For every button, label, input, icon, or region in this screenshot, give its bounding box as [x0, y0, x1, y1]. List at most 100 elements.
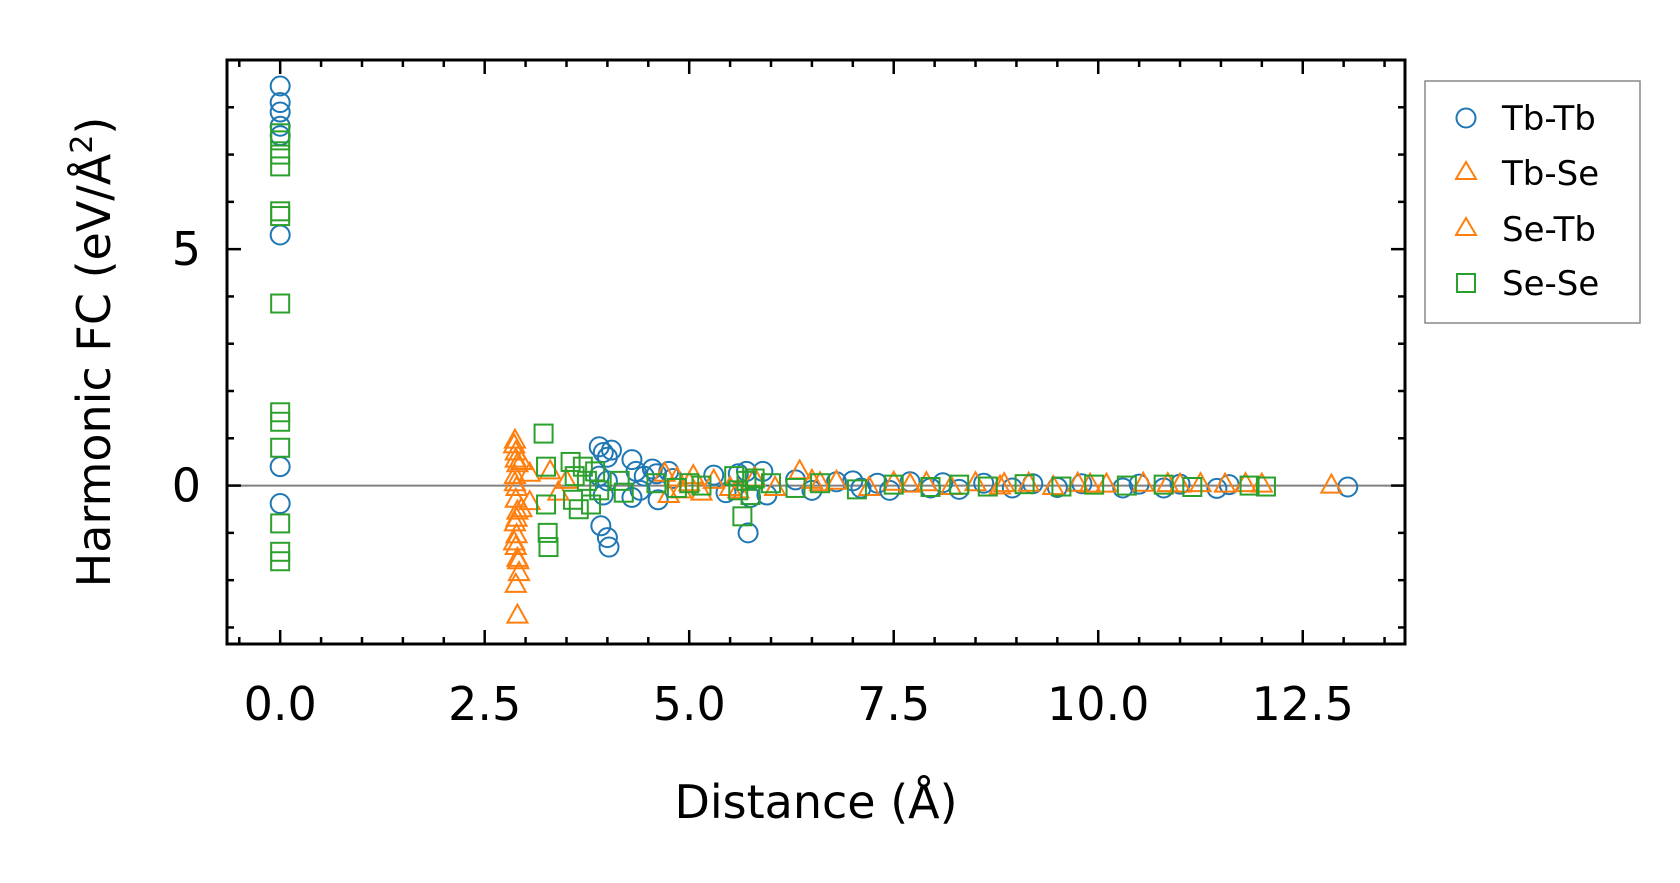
point-tb-se [517, 489, 542, 511]
point-se-tb [677, 470, 701, 492]
point-tb-se [503, 463, 527, 485]
point-tb-tb [596, 527, 618, 549]
point-se-se [949, 474, 970, 495]
point-se-tb [808, 470, 832, 492]
y-axis-label: Harmonic FC (eV/Å2) [65, 117, 121, 588]
point-tb-se [824, 468, 849, 490]
point-tb-tb [600, 439, 622, 461]
point-se-se [679, 473, 700, 494]
point-tb-se [505, 602, 530, 624]
point-tb-tb [629, 479, 651, 501]
point-se-se [537, 522, 558, 543]
legend-frame [1424, 80, 1641, 324]
point-se-se [1051, 476, 1072, 497]
point-tb-tb [737, 522, 759, 544]
point-se-se [560, 451, 581, 472]
x-tick-label: 12.5 [1252, 677, 1354, 731]
point-tb-tb [598, 536, 620, 558]
point-tb-tb [1337, 476, 1359, 498]
point-se-tb [504, 505, 529, 527]
point-se-se [270, 411, 291, 432]
point-se-se [613, 482, 634, 503]
point-se-se [691, 475, 712, 496]
legend-label: Se-Tb [1502, 210, 1596, 250]
point-tb-se [1094, 471, 1119, 493]
point-tb-tb [269, 224, 291, 246]
point-se-se [810, 473, 831, 494]
point-tb-se [702, 467, 726, 489]
point-se-se [1084, 474, 1105, 495]
point-se-tb [726, 477, 750, 499]
point-tb-se [1131, 470, 1155, 492]
point-se-se [270, 437, 291, 458]
x-tick-label: 7.5 [857, 677, 930, 731]
point-tb-tb [590, 515, 612, 537]
point-se-se [536, 456, 557, 477]
point-se-se [536, 494, 557, 515]
legend: Tb-Tb Tb-Se Se-Tb Se-Se [1424, 80, 1641, 324]
legend-square-marker [1456, 273, 1476, 293]
point-tb-tb [973, 472, 995, 494]
data-points [269, 75, 1359, 624]
x-axis-label: Distance (Å) [674, 775, 957, 829]
point-tb-tb [269, 456, 291, 478]
point-se-se [572, 456, 593, 477]
point-se-se [270, 293, 291, 314]
point-se-se [666, 477, 687, 498]
y-tick-label: 5 [172, 222, 201, 276]
point-tb-se [1319, 472, 1344, 494]
point-tb-tb [703, 464, 725, 486]
point-tb-tb [269, 101, 291, 123]
x-tick-label: 0.0 [244, 677, 317, 731]
point-tb-se [882, 469, 906, 491]
point-se-se [533, 423, 554, 444]
point-se-se [1239, 475, 1260, 496]
legend-label: Tb-Se [1501, 154, 1599, 194]
legend-item-tb-tb: Tb-Tb [1455, 99, 1596, 139]
point-se-tb [988, 473, 1012, 495]
plot-frame [225, 58, 1407, 646]
point-tb-se [992, 471, 1016, 493]
x-tick-labels: 0.0 2.5 5.0 7.5 10.0 12.5 [244, 677, 1354, 731]
point-tb-se [787, 458, 812, 480]
legend-circle-marker [1455, 107, 1477, 129]
point-se-tb [502, 529, 526, 551]
x-tick-label: 10.0 [1047, 677, 1149, 731]
point-se-se [270, 206, 291, 227]
point-tb-tb [1206, 477, 1228, 499]
point-tb-se [504, 522, 529, 544]
point-se-se [646, 473, 667, 494]
point-se-tb [898, 471, 922, 493]
point-se-se [1116, 475, 1137, 496]
axis-ticks [227, 58, 1405, 644]
legend-item-tb-se: Tb-Se [1454, 154, 1599, 194]
point-tb-se [503, 427, 527, 449]
point-tb-se [857, 474, 881, 496]
legend-item-se-tb: Se-Tb [1454, 210, 1596, 250]
legend-item-se-se: Se-Se [1456, 264, 1599, 304]
point-se-se [270, 144, 291, 165]
y-axis-label-close: ) [67, 117, 121, 135]
point-tb-se [509, 448, 534, 470]
point-se-se [270, 156, 291, 177]
point-se-se [609, 470, 630, 491]
point-se-se [1255, 476, 1276, 497]
point-se-se [785, 477, 806, 498]
point-se-tb [1168, 471, 1192, 493]
point-se-se [977, 476, 998, 497]
y-tick-label: 0 [172, 459, 201, 513]
point-tb-tb [647, 489, 669, 511]
point-tb-tb [269, 75, 291, 97]
x-tick-label: 5.0 [653, 677, 726, 731]
point-tb-se [554, 467, 579, 489]
point-tb-se [963, 470, 988, 492]
point-se-se [732, 506, 753, 527]
point-se-se [846, 479, 867, 500]
legend-label: Tb-Tb [1501, 99, 1596, 139]
point-se-se [270, 551, 291, 572]
point-se-se [883, 474, 904, 495]
point-se-se [761, 473, 782, 494]
point-se-se [270, 513, 291, 534]
point-tb-tb [1001, 477, 1023, 499]
